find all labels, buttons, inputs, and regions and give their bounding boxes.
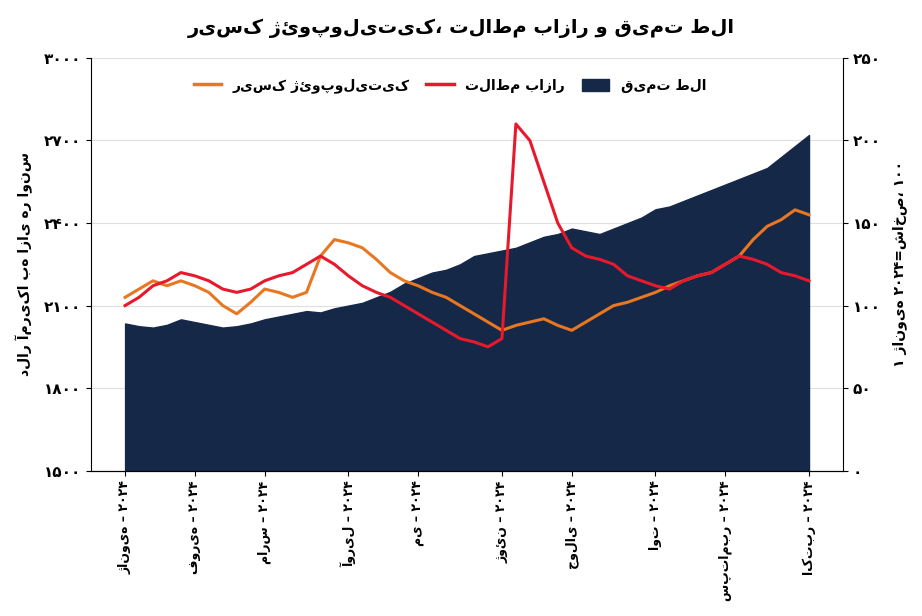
Y-axis label: دلار آمریکا به ازای هر اونس: دلار آمریکا به ازای هر اونس [15, 152, 32, 376]
Text: ریسک ژئوپولیتیک، تلاطم بازار و قیمت طلا: ریسک ژئوپولیتیک، تلاطم بازار و قیمت طلا [187, 18, 735, 38]
Y-axis label: ۱ ژانویه ۲۰۲۴=شاخص، ۱۰۰: ۱ ژانویه ۲۰۲۴=شاخص، ۱۰۰ [892, 161, 907, 367]
Legend: ریسک ژئوپولیتیک, تلاطم بازار, قیمت طلا: ریسک ژئوپولیتیک, تلاطم بازار, قیمت طلا [188, 73, 712, 99]
